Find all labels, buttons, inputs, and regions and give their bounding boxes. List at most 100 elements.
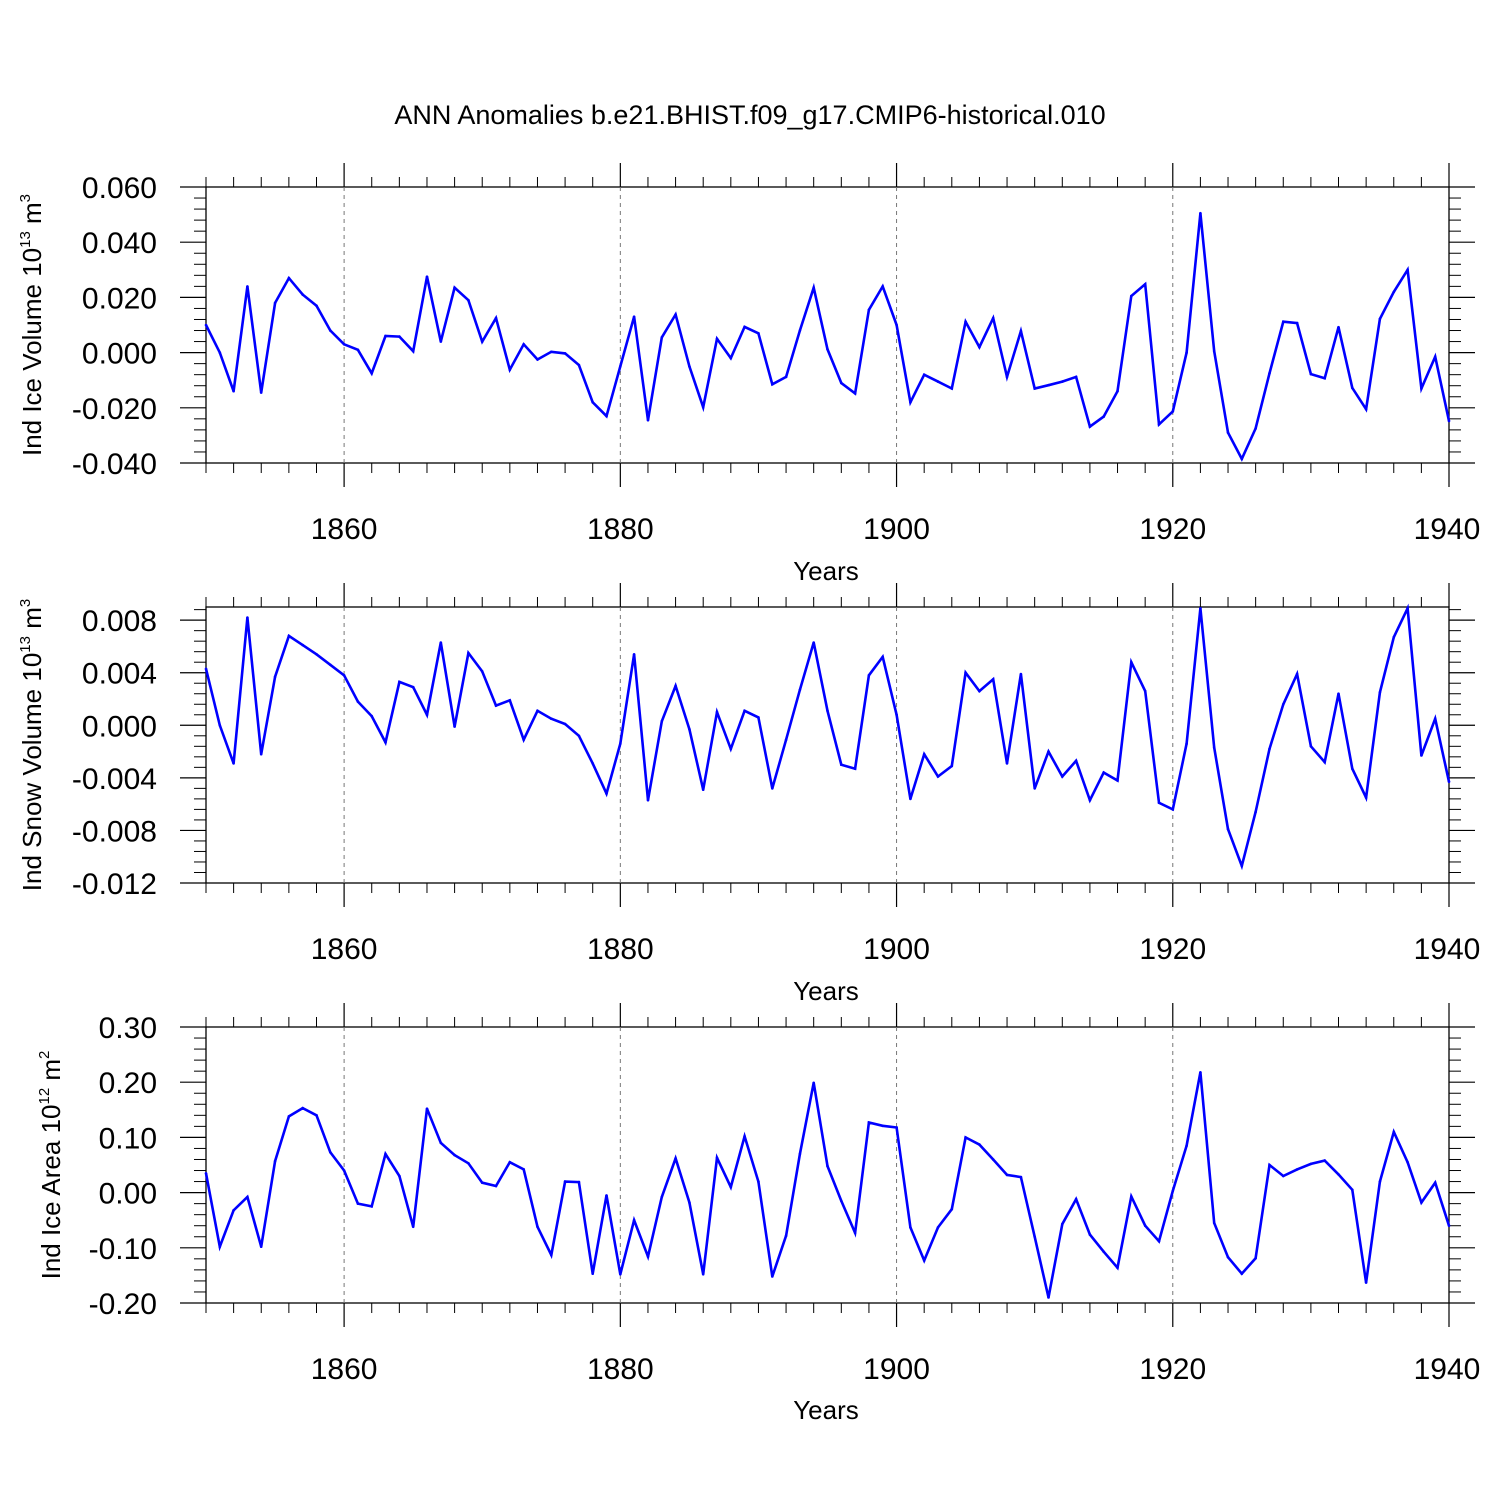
data-point <box>1268 747 1271 751</box>
data-point <box>991 678 995 681</box>
data-point <box>1143 689 1147 693</box>
data-point <box>1282 1174 1285 1178</box>
data-point <box>1130 294 1133 298</box>
data-point <box>204 667 208 671</box>
data-point <box>840 1199 843 1203</box>
data-point <box>757 1180 760 1183</box>
data-point <box>1047 383 1050 387</box>
data-point <box>1074 375 1078 379</box>
data-point <box>1212 746 1216 749</box>
data-point <box>1102 1250 1105 1253</box>
data-point <box>812 1081 815 1085</box>
data-point <box>536 1225 539 1229</box>
data-point <box>494 704 498 707</box>
data-point <box>715 1156 719 1160</box>
data-point <box>356 348 360 352</box>
y-tick-label: -0.008 <box>72 815 157 848</box>
vertical-gridlines <box>343 1027 1174 1303</box>
data-point <box>1047 1296 1050 1299</box>
y-tick-label: 0.20 <box>99 1067 157 1100</box>
data-point <box>1295 321 1299 325</box>
data-point <box>784 738 788 741</box>
data-point <box>1143 1224 1147 1227</box>
panel-ice-volume: -0.040 -0.020 0.000 0.020 0.040 0.060 1860 188… <box>17 163 1480 586</box>
data-point <box>867 1121 871 1124</box>
data-point <box>1364 796 1368 799</box>
data-point <box>1254 1257 1257 1260</box>
y-axis-label-exponent: 12 <box>36 1088 53 1105</box>
data-point <box>1171 410 1175 413</box>
y-tick-label: -0.10 <box>89 1233 157 1266</box>
data-point <box>384 334 387 338</box>
data-point <box>1061 775 1064 778</box>
data-point <box>1212 1221 1216 1225</box>
data-point <box>342 674 346 677</box>
data-point <box>563 722 567 726</box>
axis-ticks <box>180 583 1475 907</box>
data-point <box>605 414 608 418</box>
data-point <box>964 320 967 324</box>
x-tick-labels: 1860 1880 1900 1920 1940 <box>311 513 1481 546</box>
data-point <box>591 1272 594 1275</box>
data-point <box>1226 1255 1230 1259</box>
data-point <box>384 741 387 744</box>
data-point <box>1157 423 1161 426</box>
data-point <box>757 716 760 719</box>
data-point <box>1088 798 1092 802</box>
y-axis-label-text: Ind Ice Volume 10 <box>17 248 47 456</box>
y-axis-label: Ind Ice Volume 1013 m3 <box>17 194 47 456</box>
data-point <box>301 643 305 647</box>
data-point <box>1323 760 1326 764</box>
data-point <box>259 391 263 394</box>
data-point <box>1309 1162 1313 1166</box>
data-point <box>1240 1272 1244 1275</box>
data-series <box>204 211 1451 462</box>
data-point <box>743 709 746 713</box>
data-point <box>232 762 235 765</box>
data-point <box>301 293 305 296</box>
data-point <box>370 1205 374 1208</box>
x-tick-label: 1860 <box>311 1353 378 1386</box>
data-point <box>1337 692 1340 695</box>
data-point <box>688 727 691 731</box>
data-point <box>950 764 954 768</box>
data-point <box>1019 329 1023 333</box>
data-point <box>1447 1224 1451 1227</box>
data-point <box>1351 386 1354 390</box>
data-point <box>853 392 857 395</box>
data-point <box>895 1126 898 1129</box>
data-point <box>1088 1233 1092 1236</box>
data-point <box>508 368 512 372</box>
data-point <box>950 1207 954 1211</box>
data-point <box>398 1174 401 1178</box>
y-axis-label-exponent: 13 <box>17 231 34 248</box>
data-point <box>273 675 277 678</box>
data-point <box>674 313 677 316</box>
data-point <box>978 345 981 349</box>
data-point <box>840 763 843 766</box>
data-point <box>1282 320 1285 324</box>
data-point <box>867 308 871 312</box>
data-point <box>881 285 884 288</box>
data-point <box>1378 1180 1382 1183</box>
data-point <box>425 1107 429 1110</box>
data-point <box>1033 387 1036 390</box>
data-point <box>1019 672 1023 676</box>
data-point <box>729 1185 733 1189</box>
data-point <box>1337 325 1340 329</box>
data-point <box>1240 457 1244 461</box>
data-point <box>1364 407 1368 411</box>
y-tick-label: 0.008 <box>82 605 157 638</box>
data-point <box>991 316 995 320</box>
data-point <box>743 1135 746 1138</box>
y-tick-label: 0.004 <box>82 658 157 691</box>
data-point <box>1185 742 1188 745</box>
data-point <box>1157 1239 1161 1243</box>
data-point <box>1351 1188 1354 1192</box>
data-point <box>246 616 249 619</box>
data-point <box>1033 1235 1036 1239</box>
data-point <box>646 1255 650 1258</box>
data-point <box>1309 745 1313 748</box>
data-point <box>577 1180 581 1184</box>
data-point <box>550 350 553 354</box>
